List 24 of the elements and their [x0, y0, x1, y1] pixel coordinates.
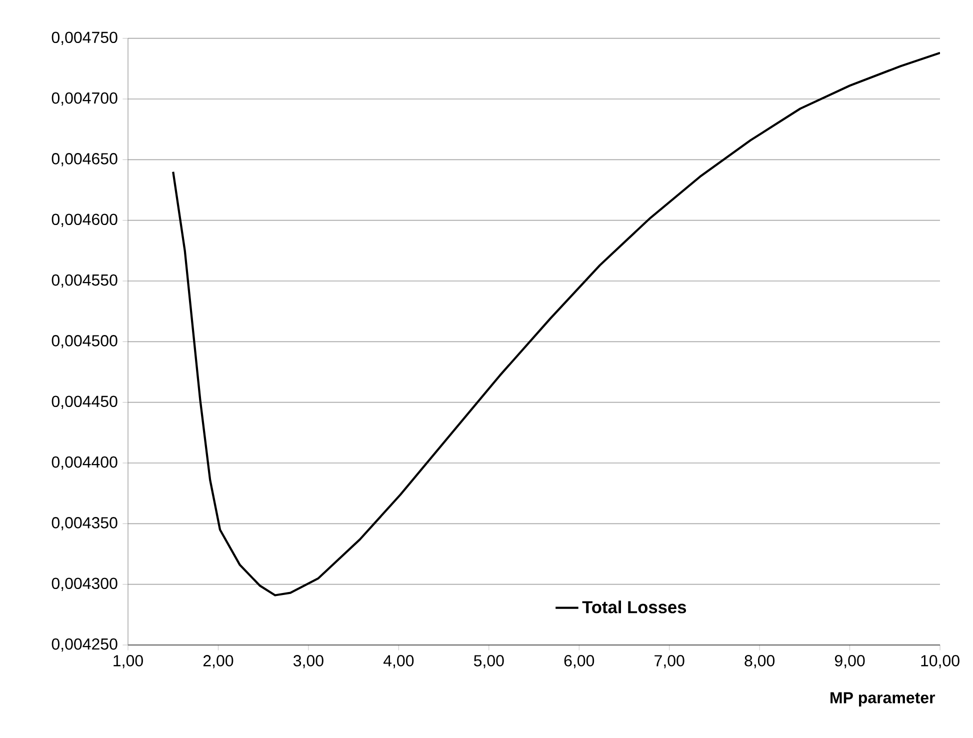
- x-tick-label: 2,00: [203, 655, 234, 668]
- y-tick-label: 0,004250: [52, 638, 118, 652]
- x-tick-label: 9,00: [834, 655, 865, 668]
- x-tick-label: 4,00: [383, 655, 414, 668]
- x-tick-label: 8,00: [744, 655, 775, 668]
- y-tick-label: 0,004700: [52, 92, 118, 106]
- line-series: [172, 52, 940, 596]
- x-tick-label: 3,00: [293, 655, 324, 668]
- y-tick-label: 0,004500: [52, 335, 118, 348]
- y-tick-label: 0,004350: [52, 517, 118, 530]
- y-tick-label: 0,004550: [52, 274, 118, 288]
- y-tick-label: 0,004300: [52, 578, 118, 591]
- y-tick-label: 0,004650: [52, 153, 118, 166]
- x-tick-label: 6,00: [564, 655, 594, 668]
- x-tick-label: 7,00: [654, 655, 684, 668]
- x-tick-label: 5,00: [474, 655, 504, 668]
- x-axis-title: MP parameter: [830, 692, 936, 707]
- y-tick-label: 0,004750: [52, 32, 118, 45]
- y-tick-label: 0,004450: [52, 396, 118, 409]
- x-tick-label: 1,00: [114, 655, 143, 668]
- legend-label: Total Losses: [582, 600, 686, 614]
- y-tick-label: 0,004600: [52, 214, 118, 227]
- y-tick-label: 0,004400: [52, 456, 118, 470]
- x-tick-label: 10,00: [921, 655, 960, 668]
